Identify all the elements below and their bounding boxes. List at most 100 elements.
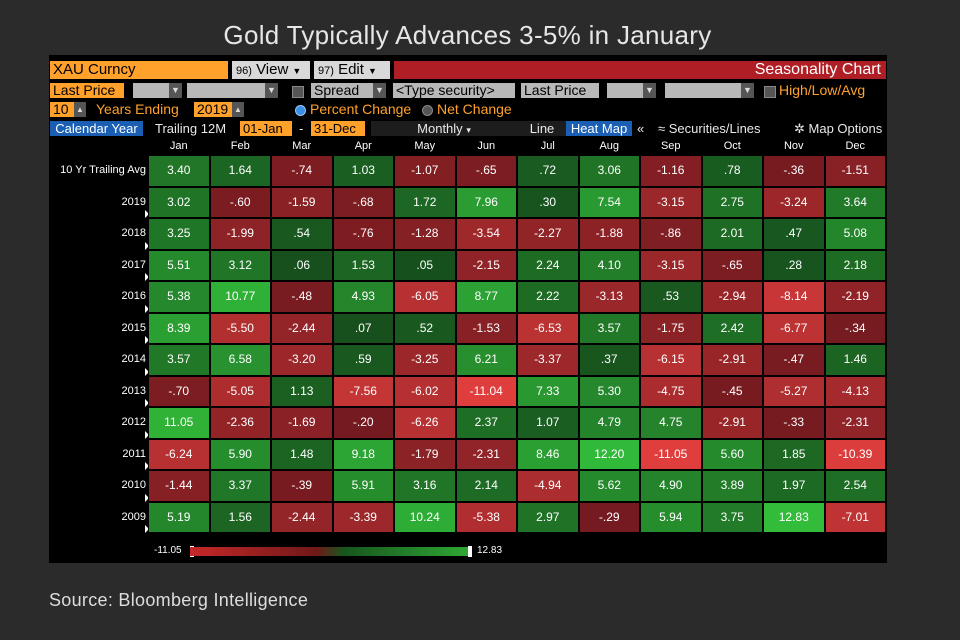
heatmap-cell[interactable]: -3.15	[640, 249, 702, 281]
heatmap-cell[interactable]: -7.01	[824, 501, 886, 533]
heatmap-cell[interactable]: .59	[332, 344, 394, 376]
heatmap-cell[interactable]: -2.44	[271, 501, 333, 533]
heatmap-cell[interactable]: -.29	[578, 501, 640, 533]
heat-map-button[interactable]: Heat Map	[566, 121, 632, 136]
heatmap-cell[interactable]: 5.62	[578, 470, 640, 502]
heatmap-cell[interactable]: 1.53	[332, 249, 394, 281]
heatmap-cell[interactable]: -1.99	[209, 218, 271, 250]
heatmap-cell[interactable]: 4.10	[578, 249, 640, 281]
heatmap-cell[interactable]: 5.90	[209, 438, 271, 470]
field-2-extra[interactable]	[665, 83, 741, 98]
heatmap-cell[interactable]: 9.18	[332, 438, 394, 470]
heatmap-cell[interactable]: -.48	[271, 281, 333, 313]
heatmap-cell[interactable]: 2.37	[455, 407, 517, 439]
legend-max-handle[interactable]	[468, 546, 472, 557]
end-year-stepper-icon[interactable]: ▲	[232, 102, 244, 117]
map-options-button[interactable]: ✲ Map Options	[794, 121, 882, 136]
heatmap-cell[interactable]: -3.54	[455, 218, 517, 250]
price-field-1[interactable]: Last Price	[50, 83, 124, 98]
heatmap-cell[interactable]: 10.24	[394, 501, 456, 533]
heatmap-cell[interactable]: -6.02	[394, 375, 456, 407]
heatmap-cell[interactable]: 5.38	[148, 281, 210, 313]
heatmap-cell[interactable]: .28	[763, 249, 825, 281]
heatmap-cell[interactable]: -3.37	[517, 344, 579, 376]
heatmap-cell[interactable]: -.60	[209, 186, 271, 218]
heatmap-cell[interactable]: 12.20	[578, 438, 640, 470]
heatmap-cell[interactable]: 2.14	[455, 470, 517, 502]
heatmap-cell[interactable]: -6.05	[394, 281, 456, 313]
heatmap-cell[interactable]: -2.44	[271, 312, 333, 344]
end-year-field[interactable]: 2019	[194, 102, 232, 117]
type-security-input[interactable]: <Type security>	[393, 83, 515, 98]
heatmap-cell[interactable]: 3.25	[148, 218, 210, 250]
heatmap-cell[interactable]: .78	[701, 155, 763, 187]
heatmap-cell[interactable]: 12.83	[763, 501, 825, 533]
heatmap-cell[interactable]: .05	[394, 249, 456, 281]
heatmap-cell[interactable]: -3.25	[394, 344, 456, 376]
heatmap-cell[interactable]: 5.30	[578, 375, 640, 407]
heatmap-cell[interactable]: -5.05	[209, 375, 271, 407]
heatmap-cell[interactable]: -8.14	[763, 281, 825, 313]
spread-checkbox[interactable]	[292, 86, 304, 98]
heatmap-cell[interactable]: -6.26	[394, 407, 456, 439]
line-button[interactable]: Line	[517, 121, 567, 136]
heatmap-cell[interactable]: -.65	[701, 249, 763, 281]
heatmap-cell[interactable]: 4.75	[640, 407, 702, 439]
field-2-modifier[interactable]	[607, 83, 643, 98]
heatmap-cell[interactable]: -2.27	[517, 218, 579, 250]
heatmap-cell[interactable]: 3.57	[578, 312, 640, 344]
heatmap-cell[interactable]: -5.50	[209, 312, 271, 344]
heatmap-cell[interactable]: -1.79	[394, 438, 456, 470]
heatmap-cell[interactable]: -2.91	[701, 407, 763, 439]
view-menu-button[interactable]: 96) View ▼	[232, 61, 310, 79]
field-2-extra-dropdown-icon[interactable]: ▼	[741, 83, 754, 98]
heatmap-cell[interactable]: .47	[763, 218, 825, 250]
heatmap-cell[interactable]: 7.54	[578, 186, 640, 218]
heatmap-cell[interactable]: .54	[271, 218, 333, 250]
heatmap-cell[interactable]: 3.57	[148, 344, 210, 376]
heatmap-cell[interactable]: -.76	[332, 218, 394, 250]
heatmap-cell[interactable]: -5.27	[763, 375, 825, 407]
end-date-field[interactable]: 31-Dec	[311, 121, 365, 136]
heatmap-cell[interactable]: 3.37	[209, 470, 271, 502]
heatmap-cell[interactable]: 2.01	[701, 218, 763, 250]
heatmap-cell[interactable]: -.74	[271, 155, 333, 187]
heatmap-cell[interactable]: 3.64	[824, 186, 886, 218]
heatmap-cell[interactable]: -.86	[640, 218, 702, 250]
years-count-field[interactable]: 10	[50, 102, 74, 117]
heatmap-cell[interactable]: 8.46	[517, 438, 579, 470]
spread-dropdown-icon[interactable]: ▼	[373, 83, 386, 98]
heatmap-cell[interactable]: -4.94	[517, 470, 579, 502]
heatmap-cell[interactable]: -.47	[763, 344, 825, 376]
heatmap-cell[interactable]: 7.96	[455, 186, 517, 218]
heatmap-cell[interactable]: 3.75	[701, 501, 763, 533]
heatmap-cell[interactable]: -.70	[148, 375, 210, 407]
heatmap-cell[interactable]: .53	[640, 281, 702, 313]
heatmap-cell[interactable]: -1.44	[148, 470, 210, 502]
heatmap-cell[interactable]: -2.94	[701, 281, 763, 313]
heatmap-cell[interactable]: -6.77	[763, 312, 825, 344]
heatmap-cell[interactable]: 11.05	[148, 407, 210, 439]
heatmap-cell[interactable]: .07	[332, 312, 394, 344]
heatmap-cell[interactable]: -.20	[332, 407, 394, 439]
heatmap-cell[interactable]: -6.24	[148, 438, 210, 470]
heatmap-cell[interactable]: 1.48	[271, 438, 333, 470]
heatmap-cell[interactable]: -11.05	[640, 438, 702, 470]
heatmap-cell[interactable]: 2.18	[824, 249, 886, 281]
heatmap-cell[interactable]: 1.13	[271, 375, 333, 407]
heatmap-cell[interactable]: -.39	[271, 470, 333, 502]
heatmap-cell[interactable]: -3.20	[271, 344, 333, 376]
security-field[interactable]: XAU Curncy	[50, 61, 228, 79]
heatmap-cell[interactable]: -2.15	[455, 249, 517, 281]
heatmap-cell[interactable]: 3.06	[578, 155, 640, 187]
heatmap-cell[interactable]: -2.19	[824, 281, 886, 313]
heatmap-cell[interactable]: 3.40	[148, 155, 210, 187]
period-dropdown[interactable]: Monthly ▾	[371, 121, 517, 136]
field-1-extra-dropdown-icon[interactable]: ▼	[265, 83, 278, 98]
heatmap-cell[interactable]: -7.56	[332, 375, 394, 407]
heatmap-cell[interactable]: .72	[517, 155, 579, 187]
heatmap-cell[interactable]: 1.85	[763, 438, 825, 470]
heatmap-cell[interactable]: .30	[517, 186, 579, 218]
heatmap-cell[interactable]: 5.08	[824, 218, 886, 250]
field-1-dropdown-icon[interactable]: ▼	[169, 83, 182, 98]
